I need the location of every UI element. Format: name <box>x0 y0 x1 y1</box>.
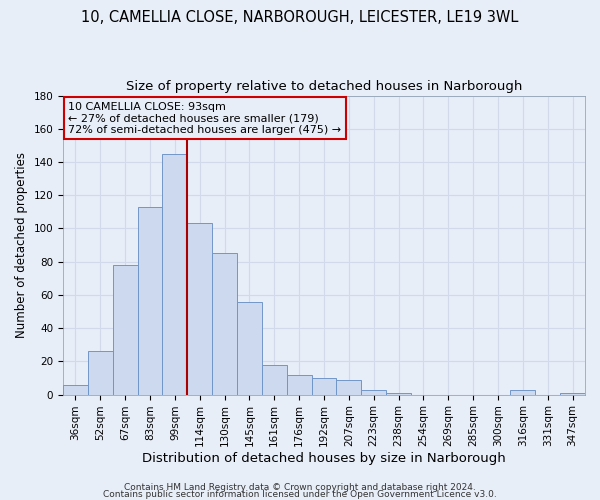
Bar <box>262 364 287 394</box>
Bar <box>237 302 262 394</box>
Text: Contains public sector information licensed under the Open Government Licence v3: Contains public sector information licen… <box>103 490 497 499</box>
Bar <box>88 352 113 395</box>
Title: Size of property relative to detached houses in Narborough: Size of property relative to detached ho… <box>126 80 522 93</box>
Bar <box>187 224 212 394</box>
Bar <box>386 393 411 394</box>
Text: Contains HM Land Registry data © Crown copyright and database right 2024.: Contains HM Land Registry data © Crown c… <box>124 484 476 492</box>
Text: 10 CAMELLIA CLOSE: 93sqm
← 27% of detached houses are smaller (179)
72% of semi-: 10 CAMELLIA CLOSE: 93sqm ← 27% of detach… <box>68 102 341 134</box>
Bar <box>287 374 311 394</box>
Bar <box>163 154 187 394</box>
Y-axis label: Number of detached properties: Number of detached properties <box>15 152 28 338</box>
Text: 10, CAMELLIA CLOSE, NARBOROUGH, LEICESTER, LE19 3WL: 10, CAMELLIA CLOSE, NARBOROUGH, LEICESTE… <box>82 10 518 25</box>
Bar <box>212 254 237 394</box>
X-axis label: Distribution of detached houses by size in Narborough: Distribution of detached houses by size … <box>142 452 506 465</box>
Bar <box>63 384 88 394</box>
Bar <box>137 207 163 394</box>
Bar <box>361 390 386 394</box>
Bar <box>511 390 535 394</box>
Bar <box>560 393 585 394</box>
Bar <box>311 378 337 394</box>
Bar <box>337 380 361 394</box>
Bar <box>113 265 137 394</box>
